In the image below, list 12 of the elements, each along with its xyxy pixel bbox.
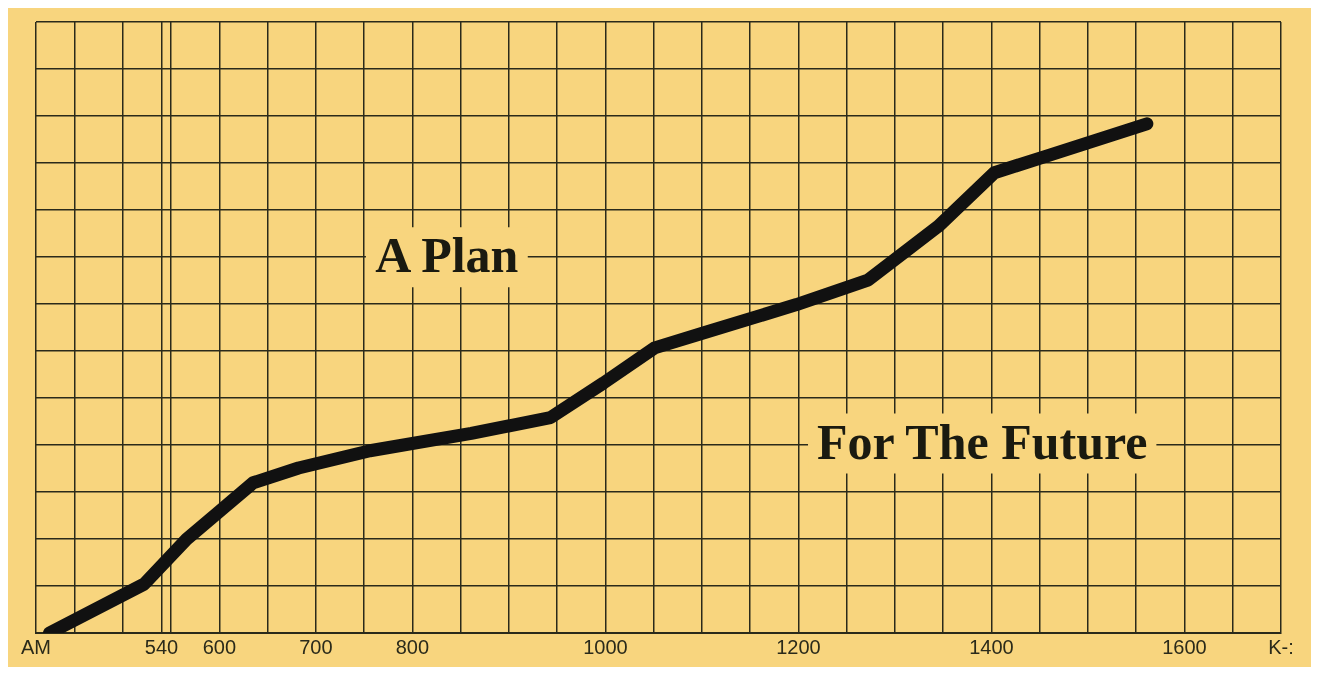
annotation: A Plan — [375, 227, 519, 284]
annotation: For The Future — [816, 413, 1148, 470]
x-tick-label: 700 — [299, 635, 333, 658]
x-tick-label: 1400 — [969, 635, 1014, 658]
x-tick-label: 800 — [395, 635, 430, 658]
x-tick-label: 1600 — [1162, 635, 1207, 658]
x-tick-label: AM — [21, 635, 51, 658]
x-tick-label: 540 — [144, 635, 179, 658]
x-tick-label: K-: — [1268, 635, 1294, 658]
x-tick-label: 1000 — [583, 635, 628, 658]
x-tick-label: 600 — [202, 635, 237, 658]
x-tick-label: 1200 — [776, 635, 821, 658]
